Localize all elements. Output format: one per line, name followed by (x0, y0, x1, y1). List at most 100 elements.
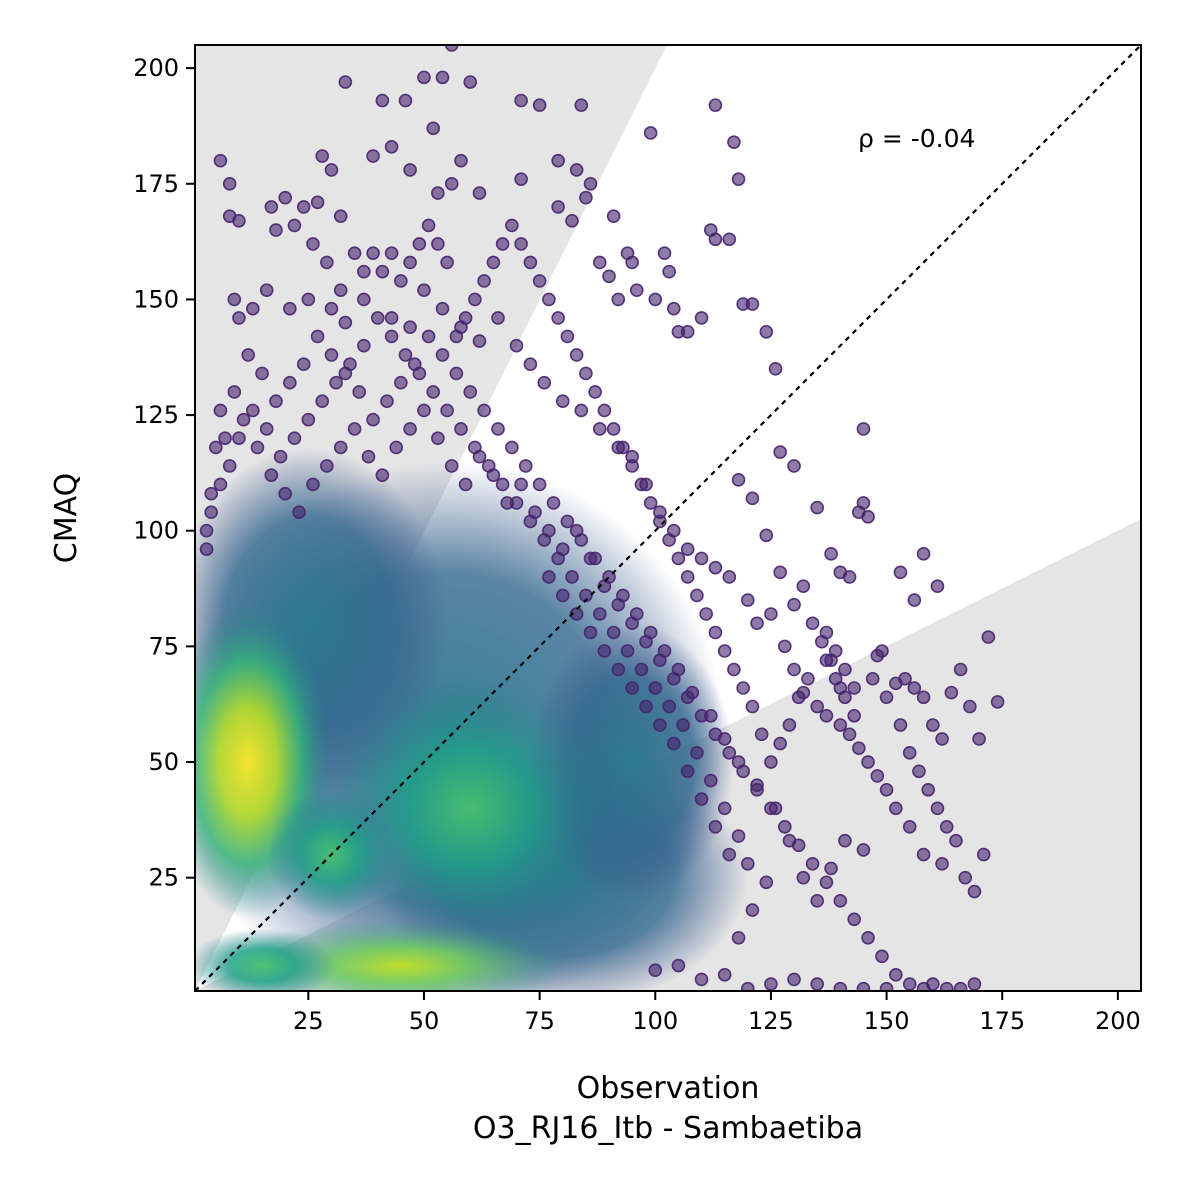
data-point (606, 625, 621, 640)
data-point (403, 163, 417, 177)
data-point (791, 690, 806, 705)
data-point (583, 551, 598, 566)
data-point (889, 968, 903, 982)
data-point (939, 981, 954, 991)
data-point (810, 977, 824, 991)
data-point (283, 301, 297, 316)
data-point (759, 528, 774, 543)
data-point (273, 449, 288, 464)
data-point (477, 274, 491, 288)
data-point (431, 431, 445, 446)
data-point (370, 311, 385, 325)
data-point (403, 422, 417, 436)
data-point (412, 237, 427, 251)
data-point (842, 570, 857, 584)
data-point (680, 542, 695, 557)
data-point (731, 931, 746, 945)
data-point (394, 274, 408, 288)
data-point (560, 329, 575, 344)
data-point (694, 708, 709, 723)
data-point (653, 718, 667, 732)
data-point (264, 468, 279, 483)
data-point (648, 292, 663, 307)
data-point (639, 699, 653, 714)
data-point (824, 861, 838, 876)
data-point (218, 431, 232, 446)
data-point (569, 523, 584, 538)
data-point (616, 440, 630, 455)
data-point (907, 681, 922, 695)
data-point (625, 616, 639, 631)
data-point (222, 176, 237, 191)
data-point (759, 875, 774, 890)
data-point (537, 375, 552, 390)
data-point (204, 505, 218, 520)
data-point (486, 255, 501, 270)
data-point (833, 681, 848, 695)
data-point (417, 70, 431, 85)
data-point (259, 422, 274, 436)
data-point (671, 551, 686, 566)
data-point (320, 255, 334, 270)
data-point (671, 958, 686, 973)
data-point (861, 755, 875, 769)
data-point (694, 972, 709, 987)
data-point (717, 968, 732, 982)
data-point (902, 819, 917, 834)
data-point (754, 727, 769, 742)
data-point (380, 394, 394, 408)
data-point (648, 681, 663, 695)
data-point (246, 301, 260, 316)
data-point (625, 255, 639, 270)
data-point (597, 403, 612, 418)
data-point (259, 283, 274, 297)
data-point (606, 209, 621, 223)
data-point (551, 311, 565, 325)
data-point (333, 283, 348, 297)
data-point (722, 570, 737, 584)
data-point (634, 662, 649, 677)
data-point (926, 718, 940, 732)
data-point (740, 593, 755, 607)
data-point (916, 690, 931, 705)
data-point (856, 981, 871, 991)
data-point (805, 616, 820, 631)
data-point (315, 394, 330, 408)
data-point (384, 311, 399, 325)
data-point (213, 403, 228, 418)
data-point (463, 75, 478, 89)
data-point (426, 385, 441, 399)
data-point (625, 459, 639, 473)
data-point (384, 246, 399, 260)
data-point (287, 431, 302, 446)
data-point (435, 348, 450, 362)
data-point (745, 491, 760, 506)
x-tick-label: 25 (293, 1007, 324, 1035)
data-point (953, 662, 968, 677)
data-point (893, 565, 908, 580)
data-point (232, 311, 246, 325)
data-point (292, 505, 306, 520)
data-point (680, 690, 695, 705)
data-point (551, 153, 565, 168)
data-point (810, 699, 824, 714)
data-point (930, 579, 945, 594)
x-tick-label: 150 (864, 1007, 910, 1035)
data-point (606, 422, 621, 436)
data-point (935, 732, 949, 746)
data-point (990, 695, 1005, 709)
data-point (357, 292, 371, 307)
data-point (852, 741, 866, 755)
data-point (824, 547, 838, 561)
data-point (343, 357, 357, 371)
data-point (778, 819, 792, 834)
data-point (643, 496, 658, 510)
data-point (477, 403, 491, 418)
data-point (722, 745, 737, 760)
data-point (611, 292, 626, 307)
data-point (722, 232, 737, 247)
data-point (662, 264, 676, 279)
data-point (199, 542, 214, 557)
data-point (398, 348, 413, 362)
